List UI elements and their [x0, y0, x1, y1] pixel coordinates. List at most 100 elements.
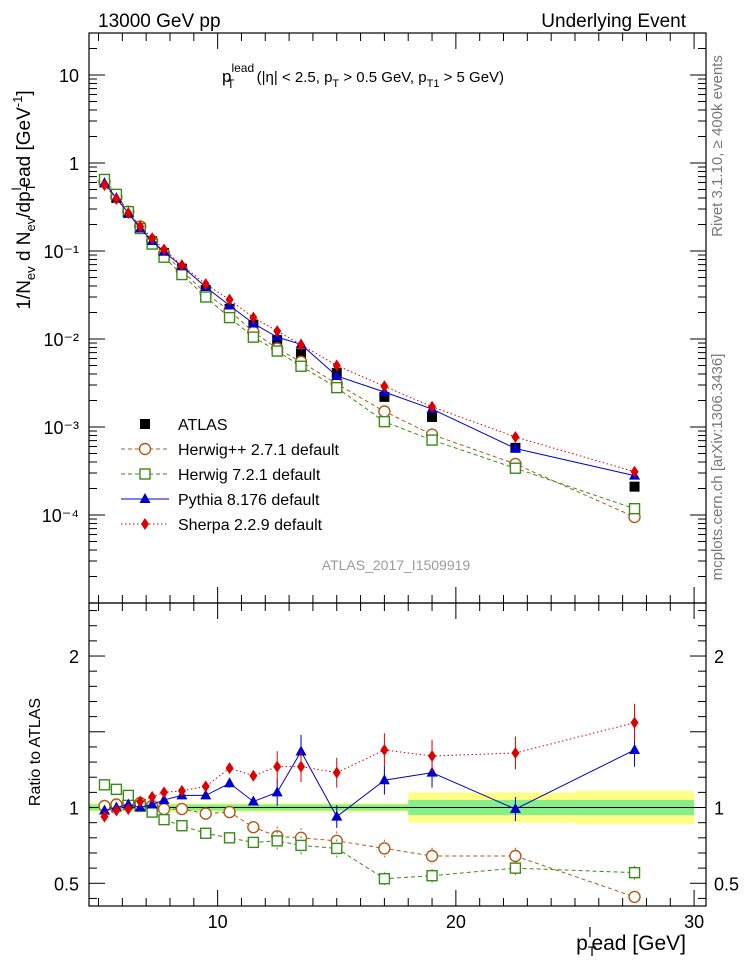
- point-atlas: [296, 348, 307, 359]
- point-sherpa-2-2-9-default: [177, 259, 186, 272]
- legend-label-atlas: ATLAS: [178, 417, 228, 434]
- ratio-plot: 10 20 30 0.5 0.5 1 1 2 2: [54, 602, 739, 932]
- y-tick-label: 0.5: [714, 874, 739, 894]
- legend-marker-pythia-8-176-default: [139, 493, 151, 503]
- ratio-point-sherpa-2-2-9-default: [273, 760, 282, 773]
- point-sherpa-2-2-9-default: [428, 400, 437, 413]
- legend: ATLAS Herwig++ 2.7.1 default Herwig 7.2.1 …: [121, 417, 340, 534]
- x-tick-label: 30: [684, 912, 704, 932]
- point-sherpa-2-2-9-default: [100, 179, 109, 192]
- point-sherpa-2-2-9-default: [201, 278, 210, 291]
- y-tick-label: 10⁻³: [43, 418, 79, 438]
- point-herwig-7-2-1-default: [271, 345, 283, 357]
- point-herwig-7-2-1-default: [247, 331, 260, 343]
- y-tick-label: 10⁻¹: [43, 242, 79, 262]
- point-sherpa-2-2-9-default: [380, 380, 389, 393]
- x-tick-label: 10: [208, 912, 228, 932]
- ratio-point-herwig-7-2-1-default: [158, 813, 170, 826]
- point-herwig-7-2-1-default: [223, 311, 236, 324]
- ratio-point-sherpa-2-2-9-default: [249, 769, 258, 782]
- point-sherpa-2-2-9-default: [273, 325, 282, 338]
- ratio-point-sherpa-2-2-9-default: [148, 790, 157, 803]
- header-left: 13000 GeV pp: [98, 11, 221, 32]
- ratio-point-sherpa-2-2-9-default: [136, 795, 145, 808]
- legend-label-herwig-7-2-1-default: Herwig 7.2.1 default: [178, 467, 321, 484]
- point-herwig-7-2-1-default: [295, 360, 307, 372]
- ratio-point-sherpa-2-2-9-default: [100, 810, 109, 823]
- ratio-y-axis-title: Ratio to ATLAS: [27, 698, 44, 806]
- y-axis-title: 1/Nev d Nev/dpTlead [GeV-1]: [9, 90, 38, 309]
- ratio-point-herwig-7-2-1-default: [426, 870, 438, 882]
- ratio-point-pythia-8-176-default: [200, 789, 212, 800]
- main-plot: 10 1 10⁻¹ 10⁻² 10⁻³ 10⁻⁴: [42, 32, 707, 604]
- point-atlas: [427, 411, 438, 422]
- ratio-point-sherpa-2-2-9-default: [428, 750, 437, 763]
- ratio-point-herwig-7-2-1-default: [176, 820, 188, 832]
- ratio-point-pythia-8-176-default: [146, 798, 158, 809]
- ratio-point-sherpa-2-2-9-default: [225, 762, 234, 775]
- ratio-point-herwig-2-7-1-default: [509, 849, 522, 863]
- y-tick-label: 1: [69, 799, 79, 819]
- header-right: Underlying Event: [541, 11, 686, 32]
- ratio-point-pythia-8-176-default: [509, 803, 521, 814]
- ratio-point-herwig-7-2-1-default: [509, 862, 522, 874]
- point-atlas: [629, 481, 640, 492]
- point-herwig-7-2-1-default: [378, 415, 391, 428]
- y-tick-label: 1: [714, 799, 724, 819]
- ratio-point-sherpa-2-2-9-default: [297, 760, 306, 773]
- ratio-point-herwig-2-7-1-default: [223, 805, 236, 819]
- ratio-point-sherpa-2-2-9-default: [201, 780, 210, 793]
- ratio-point-pythia-8-176-default: [247, 795, 259, 806]
- ratio-point-herwig-7-2-1-default: [110, 783, 123, 796]
- legend-label-herwig-2-7-1-default: Herwig++ 2.7.1 default: [178, 442, 340, 459]
- point-sherpa-2-2-9-default: [511, 430, 520, 443]
- y-tick-label: 1: [69, 154, 79, 174]
- ratio-point-sherpa-2-2-9-default: [511, 746, 520, 759]
- y-tick-label: 10⁻²: [43, 330, 79, 350]
- ratio-point-pythia-8-176-default: [378, 774, 390, 785]
- point-herwig-2-7-1-default: [378, 405, 391, 418]
- legend-marker-atlas: [140, 419, 150, 429]
- ratio-frame: [88, 602, 707, 907]
- x-axis-title: pTlead [GeV]: [576, 924, 686, 959]
- point-sherpa-2-2-9-default: [332, 359, 341, 372]
- ratio-point-herwig-7-2-1-default: [146, 806, 158, 818]
- point-sherpa-2-2-9-default: [160, 243, 169, 256]
- legend-marker-sherpa-2-2-9-default: [141, 518, 149, 530]
- ratio-point-sherpa-2-2-9-default: [124, 803, 133, 816]
- ratio-point-herwig-7-2-1-default: [223, 832, 236, 844]
- rivet-label: Rivet 3.1.10, ≥ 400k events: [709, 55, 726, 237]
- legend-label-sherpa-2-2-9-default: Sherpa 2.2.9 default: [178, 517, 323, 534]
- ratio-point-pythia-8-176-default: [98, 804, 110, 815]
- point-herwig-7-2-1-default: [509, 462, 522, 474]
- legend-label-pythia-8-176-default: Pythia 8.176 default: [178, 492, 320, 509]
- ratio-point-herwig-7-2-1-default: [247, 836, 260, 849]
- point-herwig-7-2-1-default: [200, 291, 212, 303]
- ratio-point-pythia-8-176-default: [271, 786, 283, 797]
- point-sherpa-2-2-9-default: [136, 220, 145, 233]
- y-tick-label: 10: [59, 66, 79, 86]
- ratio-point-sherpa-2-2-9-default: [630, 716, 639, 729]
- ratio-point-sherpa-2-2-9-default: [177, 784, 186, 797]
- ratio-point-pythia-8-176-default: [331, 810, 343, 821]
- point-herwig-7-2-1-default: [331, 381, 343, 394]
- ratio-point-pythia-8-176-default: [224, 777, 236, 788]
- y-tick-label: 2: [714, 647, 724, 667]
- ratio-point-herwig-7-2-1-default: [628, 866, 641, 879]
- point-herwig-7-2-1-default: [426, 434, 438, 446]
- ratio-point-sherpa-2-2-9-default: [332, 766, 341, 779]
- point-sherpa-2-2-9-default: [249, 311, 258, 324]
- point-sherpa-2-2-9-default: [225, 293, 234, 306]
- point-sherpa-2-2-9-default: [124, 207, 133, 220]
- y-tick-label: 10⁻⁴: [42, 506, 79, 526]
- ratio-point-herwig-2-7-1-default: [199, 807, 212, 820]
- point-atlas: [379, 391, 390, 402]
- ratio-point-pythia-8-176-default: [629, 743, 641, 754]
- point-herwig-7-2-1-default: [628, 502, 641, 515]
- ratio-point-herwig-7-2-1-default: [200, 827, 212, 839]
- point-sherpa-2-2-9-default: [112, 192, 121, 205]
- ratio-point-sherpa-2-2-9-default: [112, 804, 121, 817]
- ratio-point-herwig-7-2-1-default: [378, 873, 391, 885]
